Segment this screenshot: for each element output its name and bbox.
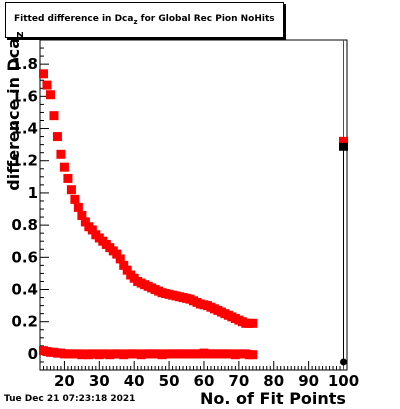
x-tick-label: 20 <box>54 372 75 390</box>
data-point <box>49 111 59 121</box>
y-tick-label: 1.6 <box>11 87 38 105</box>
y-tick-label: 0.4 <box>11 281 38 299</box>
data-point <box>119 260 129 270</box>
x-tick-label: 30 <box>89 372 110 390</box>
data-point <box>45 90 55 100</box>
y-tick-label: 1 <box>28 184 38 202</box>
data-point <box>63 173 73 183</box>
data-point <box>122 265 132 275</box>
chart-title: Fitted difference in Dcaz for Global Rec… <box>14 14 275 26</box>
y-tick-label: 1.4 <box>11 120 38 138</box>
data-point <box>77 210 87 220</box>
x-tick-label: 60 <box>194 372 215 390</box>
timestamp: Tue Dec 21 07:23:18 2021 <box>4 394 136 404</box>
y-tick-label: 1.8 <box>11 55 38 73</box>
data-point <box>56 149 66 159</box>
y-tick-label: 1.2 <box>11 152 38 170</box>
data-point <box>115 254 125 264</box>
data-point <box>70 194 80 204</box>
x-tick-label: 50 <box>159 372 180 390</box>
x-tick-label: 40 <box>124 372 145 390</box>
data-point <box>59 162 69 172</box>
y-tick-label: 0 <box>28 345 38 363</box>
data-point <box>73 202 83 212</box>
x-tick-label: 70 <box>228 372 249 390</box>
data-point <box>66 185 76 195</box>
data-point <box>248 350 258 360</box>
x-axis-label: No. of Fit Points <box>200 389 346 408</box>
data-point <box>42 80 52 90</box>
y-tick-label: 0.6 <box>11 248 38 266</box>
y-axis: 0 0.2 0.4 0.6 0.8 1 1.2 1.4 1.6 1.8 <box>11 47 49 371</box>
x-tick-label: 100 <box>328 372 359 390</box>
x-axis: 20 30 40 50 60 70 80 90 100 <box>42 361 359 390</box>
data-point <box>339 136 349 143</box>
data-point <box>248 318 258 328</box>
data-point <box>112 249 122 259</box>
x-tick-label: 80 <box>263 372 284 390</box>
y-tick-label: 0.2 <box>11 313 38 331</box>
y-tick-label: 0.8 <box>11 216 38 234</box>
data-point <box>80 217 90 227</box>
data-point <box>339 141 349 151</box>
data-point <box>52 132 62 142</box>
y-axis-label: difference in Dcaz <box>3 31 27 191</box>
data-point <box>38 69 48 79</box>
title-box: Fitted difference in Dcaz for Global Rec… <box>5 2 284 38</box>
x-tick-label: 90 <box>298 372 319 390</box>
plot-frame <box>39 39 348 371</box>
data-point <box>340 358 348 366</box>
data-point <box>87 225 97 235</box>
data-series <box>38 40 349 370</box>
